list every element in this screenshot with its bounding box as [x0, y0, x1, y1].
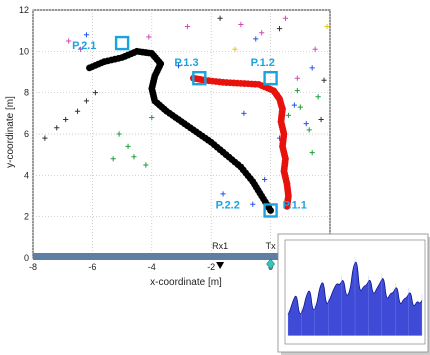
plus-marker [321, 77, 327, 83]
plus-marker [66, 38, 72, 44]
plus-marker [146, 34, 152, 40]
point-annotations: P.2.1 P.1.3 P.1.2 P.2.2 P.1.1 [72, 35, 307, 218]
annotation-label: P.2.2 [216, 199, 240, 211]
plus-marker [217, 15, 223, 21]
annotation-label: P.1.1 [283, 199, 307, 211]
y-tick-label: 4 [24, 170, 29, 180]
y-tick-label: 6 [24, 129, 29, 139]
grid [32, 9, 331, 259]
plus-marker [291, 102, 297, 108]
annotation-marker [263, 203, 278, 218]
plus-marker [276, 26, 283, 32]
plus-marker [318, 116, 324, 123]
plus-marker [116, 131, 122, 137]
plus-marker [74, 108, 81, 114]
y-tick-label: 2 [24, 212, 29, 222]
spectrum-inset [277, 233, 430, 355]
y-tick-label: 12 [19, 5, 29, 15]
x-tick-label: -8 [29, 262, 37, 272]
plus-marker [149, 114, 155, 121]
plus-marker [83, 32, 90, 38]
x-tick-label: -6 [88, 262, 96, 272]
plus-marker [125, 143, 131, 149]
x-axis-label: x-coordinate [m] [150, 277, 222, 288]
annotation-label: P.2.1 [72, 40, 96, 52]
plus-marker [131, 154, 137, 160]
plus-marker [303, 121, 309, 127]
plus-marker [92, 90, 98, 96]
y-axis-ticks: 0 2 4 6 8 10 12 [19, 5, 29, 263]
plus-marker [143, 162, 149, 168]
plus-marker [324, 23, 330, 30]
plus-marker [175, 63, 182, 69]
annotation-label: P.1.2 [251, 57, 275, 69]
plus-marker [282, 15, 289, 21]
annotation-marker [263, 70, 278, 86]
plus-marker [285, 112, 292, 118]
plot-area [32, 9, 331, 259]
trajectory-point [86, 64, 93, 72]
plus-marker [83, 98, 90, 104]
antenna-label: Rx1 [212, 241, 228, 251]
plus-marker [220, 191, 226, 197]
plus-marker [294, 88, 300, 94]
plus-marker [306, 127, 312, 133]
y-axis-label: y-coordinate [m] [5, 96, 16, 168]
plus-marker [294, 75, 300, 81]
plus-marker [184, 23, 191, 30]
tx-antenna-marker [266, 258, 275, 270]
ground-bar [33, 253, 330, 260]
y-tick-label: 8 [24, 88, 29, 98]
annotation-marker [114, 35, 130, 51]
plus-marker [232, 46, 238, 52]
plus-marker [309, 65, 315, 71]
scatter-markers [42, 15, 330, 214]
rx-antenna-marker [216, 262, 225, 269]
plus-marker [110, 156, 116, 162]
plus-marker [309, 150, 315, 156]
annotation-label: P.1.3 [174, 57, 198, 69]
plus-marker [297, 104, 303, 110]
inset-spectrum [287, 256, 423, 336]
plus-marker [259, 30, 265, 36]
plus-marker [241, 110, 247, 116]
plus-marker [315, 94, 321, 100]
antenna-label: Tx [266, 241, 276, 251]
x-tick-label: -4 [148, 262, 156, 272]
y-tick-label: 10 [19, 46, 29, 56]
plus-marker [77, 46, 84, 52]
plus-marker [238, 21, 244, 28]
plus-marker [312, 46, 318, 52]
plus-marker [42, 135, 48, 141]
x-tick-label: -2 [207, 262, 215, 272]
plus-marker [262, 176, 268, 183]
plus-marker [54, 125, 60, 131]
plus-marker [250, 201, 256, 207]
plus-marker [63, 116, 69, 123]
plus-marker [253, 36, 259, 42]
y-tick-label: 0 [24, 253, 29, 263]
annotation-marker [192, 70, 207, 86]
